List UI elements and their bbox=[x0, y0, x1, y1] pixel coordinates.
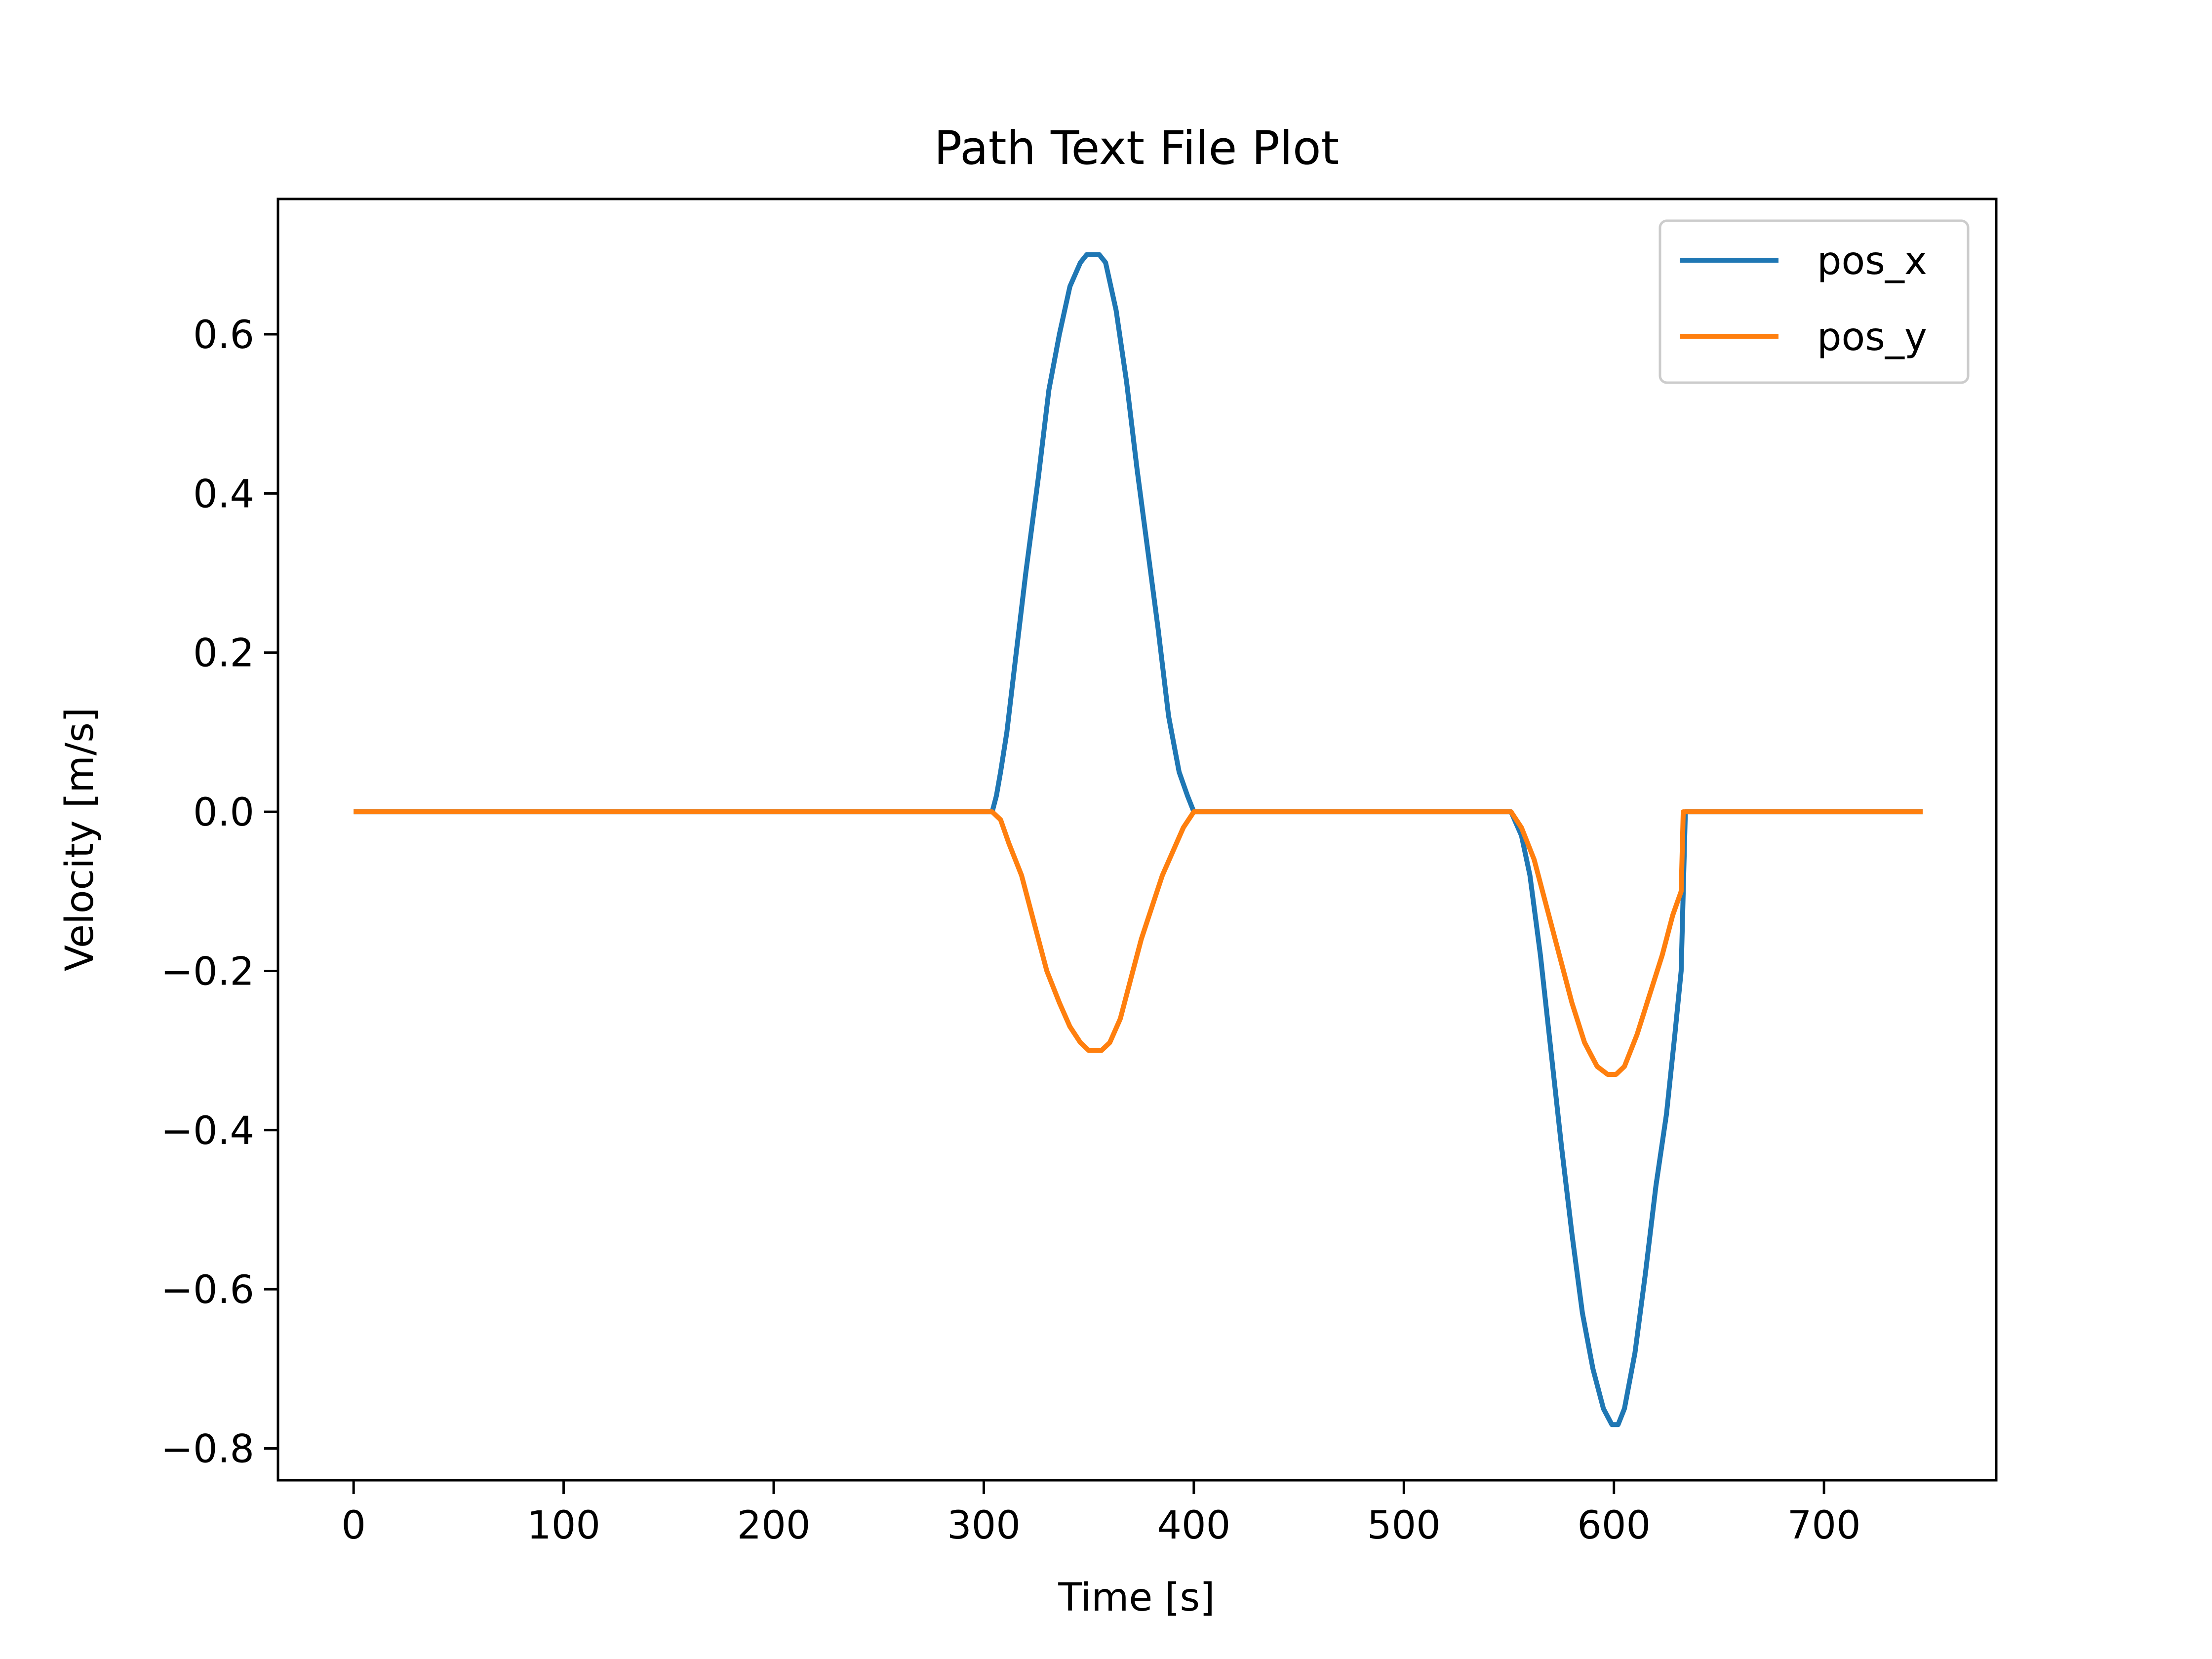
x-tick-label: 300 bbox=[947, 1503, 1021, 1548]
legend-label-pos-x: pos_x bbox=[1817, 239, 1927, 283]
y-tick-label: −0.4 bbox=[161, 1109, 254, 1153]
y-tick-label: −0.2 bbox=[161, 949, 254, 994]
legend-label-pos-y: pos_y bbox=[1817, 315, 1927, 359]
y-tick-label: 0.4 bbox=[193, 472, 254, 516]
chart-title: Path Text File Plot bbox=[934, 121, 1340, 175]
series-line-pos-y bbox=[354, 809, 1923, 1077]
x-tick-label: 500 bbox=[1367, 1503, 1441, 1548]
plot-frame bbox=[276, 198, 1998, 1482]
series-line-pos-x bbox=[354, 252, 1923, 1427]
ticks-layer: 0 100 200 300 400 500 600 700 0.6 0.4 0.2 0.0 −0.2 −0… bbox=[161, 313, 1861, 1548]
x-tick-label: 700 bbox=[1787, 1503, 1861, 1548]
y-tick-label: 0.2 bbox=[193, 632, 254, 676]
plot-area: 0 100 200 300 400 500 600 700 0.6 0.4 0.2 0.0 −0.2 −0… bbox=[161, 198, 1998, 1548]
y-axis-label: Velocity [m/s] bbox=[58, 708, 102, 972]
x-tick-label: 600 bbox=[1577, 1503, 1651, 1548]
x-tick-label: 0 bbox=[341, 1503, 366, 1548]
x-tick-label: 400 bbox=[1157, 1503, 1230, 1548]
x-axis-label: Time [s] bbox=[1058, 1576, 1215, 1620]
x-tick-label: 100 bbox=[527, 1503, 600, 1548]
series-layer bbox=[354, 252, 1923, 1427]
y-tick-label: −0.8 bbox=[161, 1427, 254, 1472]
legend: pos_x pos_y bbox=[1659, 219, 1970, 384]
x-tick-label: 200 bbox=[737, 1503, 811, 1548]
y-tick-label: −0.6 bbox=[161, 1268, 254, 1312]
y-tick-label: 0.6 bbox=[193, 313, 254, 357]
y-tick-label: 0.0 bbox=[193, 790, 254, 835]
